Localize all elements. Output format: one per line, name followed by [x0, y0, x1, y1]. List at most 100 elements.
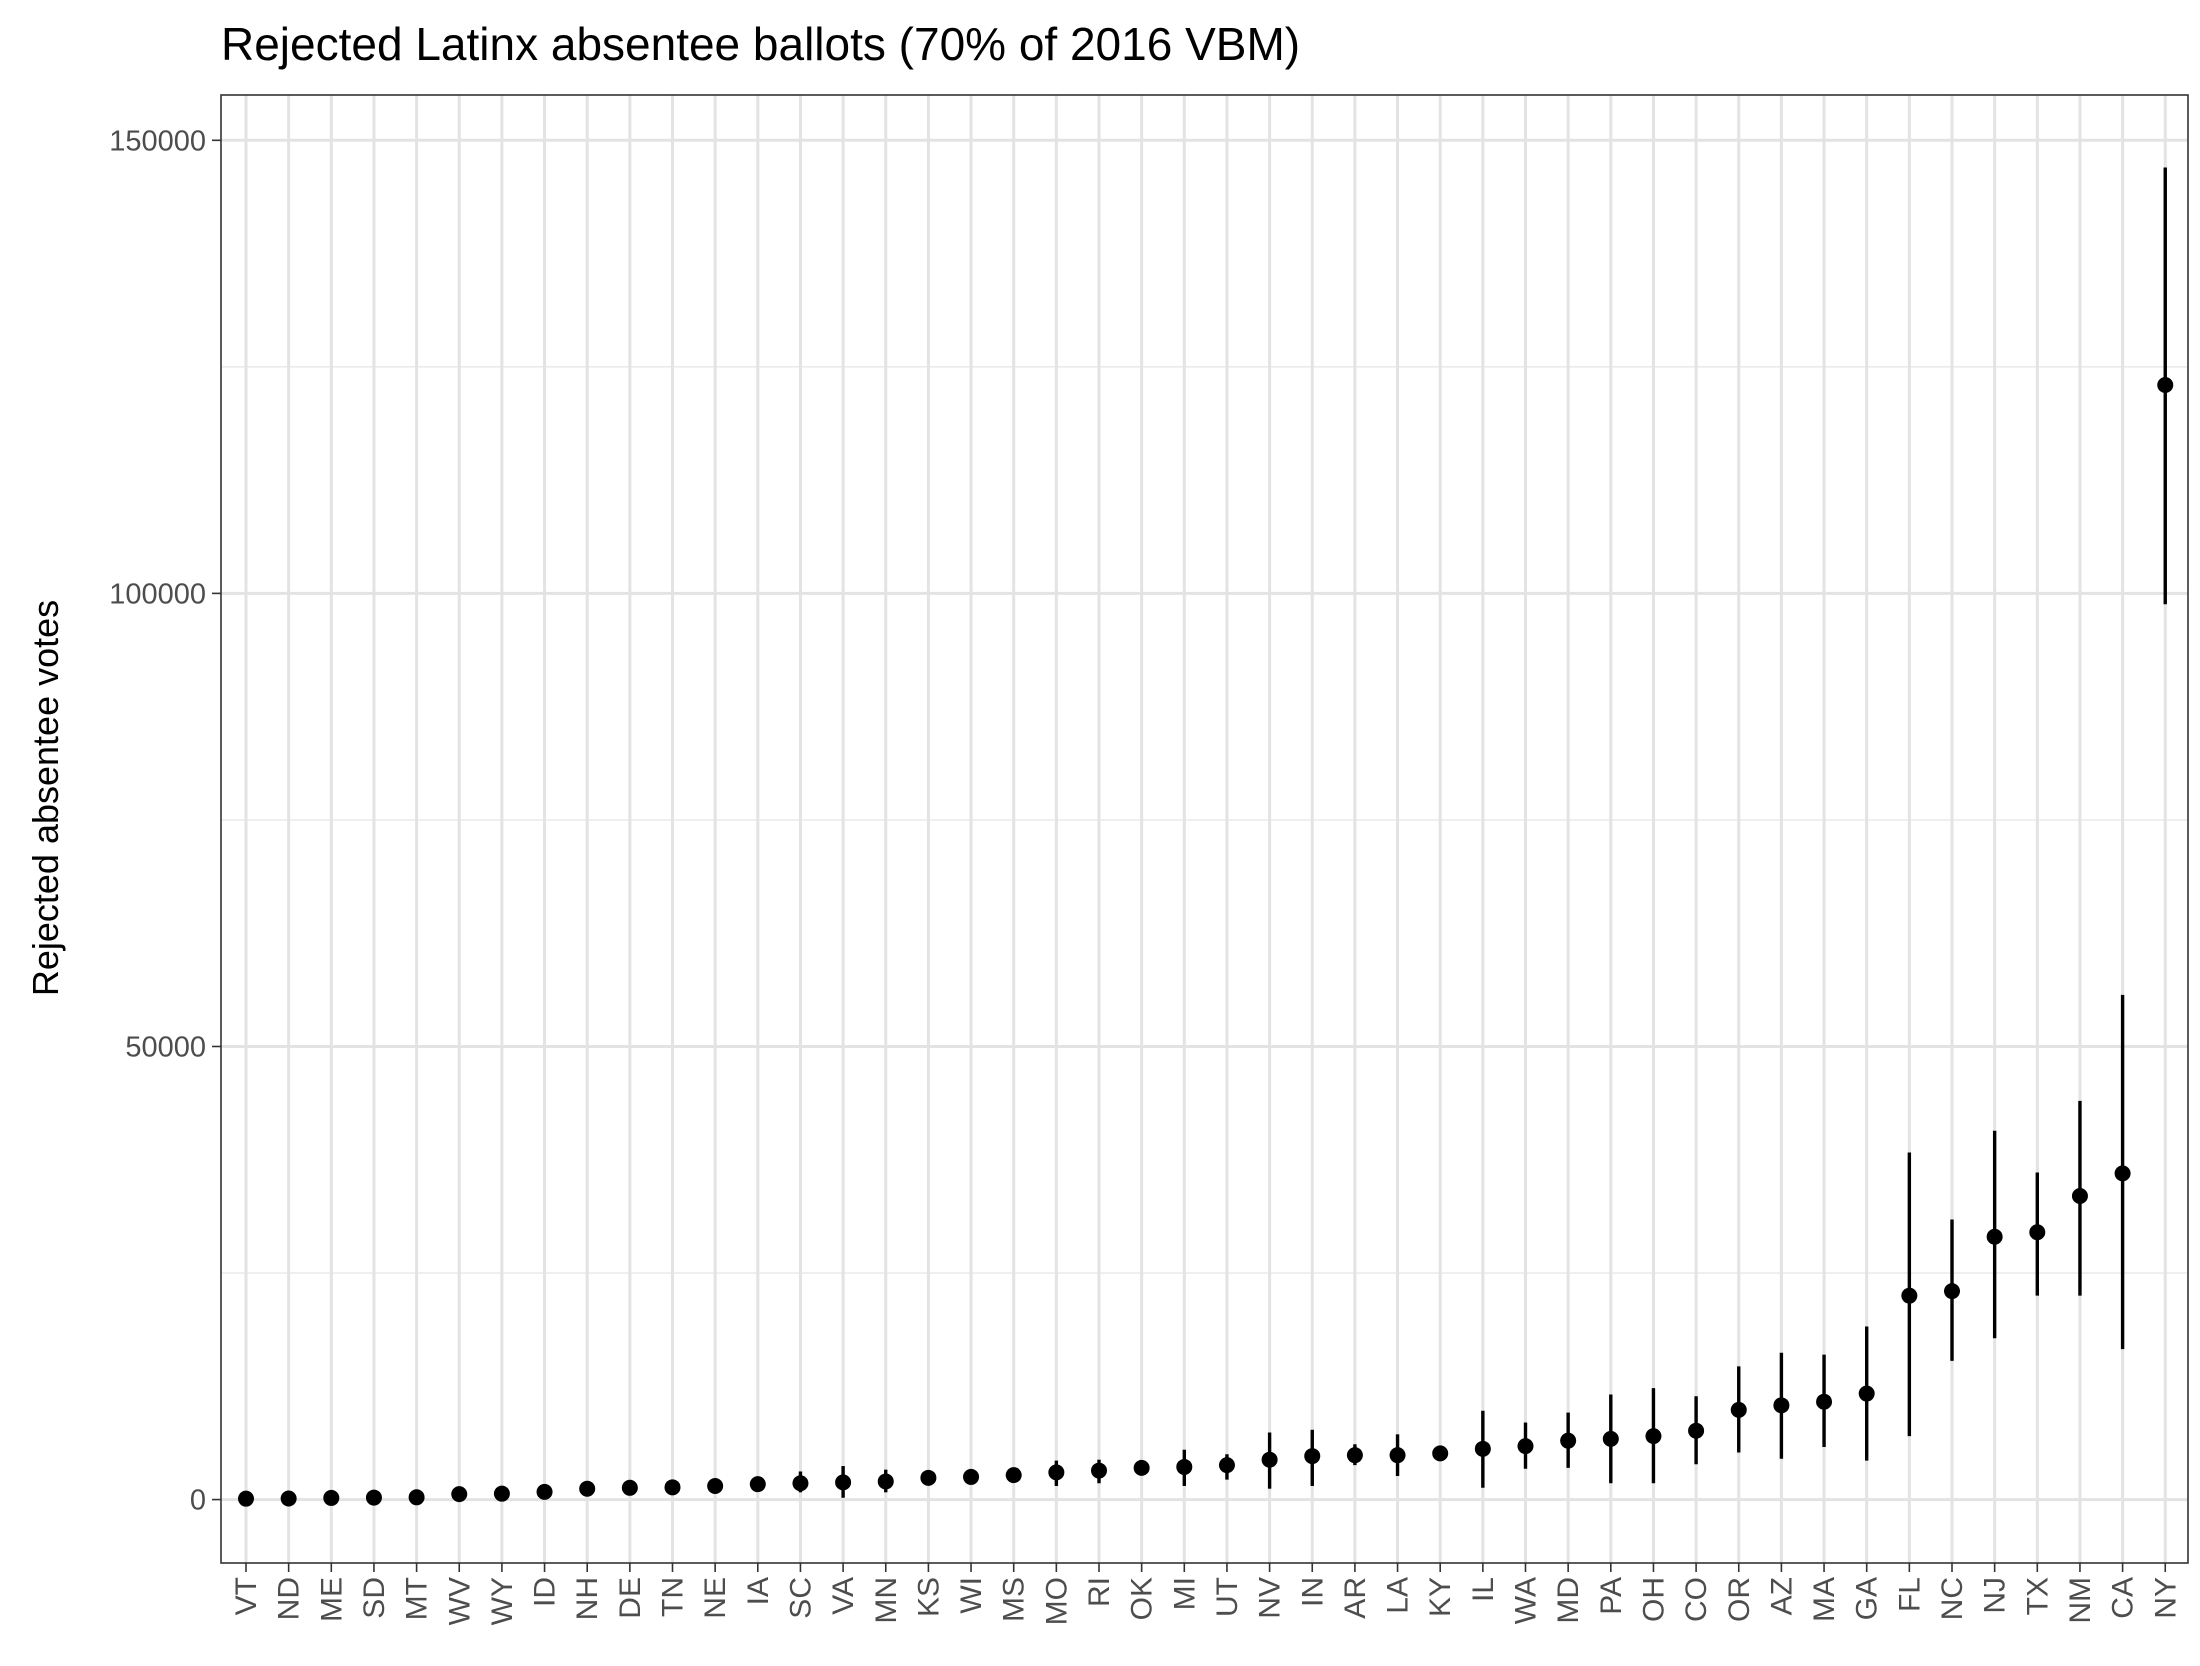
point-ia	[749, 1476, 766, 1493]
plot-border	[220, 94, 2189, 1564]
x-tick-label-ri: RI	[1083, 1577, 1116, 1607]
x-tick-label-mi: MI	[1168, 1577, 1201, 1610]
x-tick-label-sc: SC	[784, 1577, 817, 1619]
point-nj	[1986, 1228, 2003, 1245]
point-co	[1688, 1422, 1705, 1439]
x-tick-label-az: AZ	[1765, 1577, 1798, 1615]
y-tick-label: 100000	[109, 578, 206, 610]
point-vt	[238, 1490, 254, 1507]
x-tick-label-ok: OK	[1126, 1577, 1159, 1620]
point-md	[1560, 1432, 1577, 1449]
x-tick-label-mt: MT	[401, 1577, 434, 1620]
point-nd	[280, 1490, 297, 1507]
y-tick-label: 0	[190, 1485, 206, 1517]
point-mn	[877, 1473, 894, 1490]
point-sc	[792, 1475, 809, 1492]
point-oh	[1645, 1428, 1662, 1445]
x-tick-label-ma: MA	[1808, 1577, 1841, 1622]
point-de	[621, 1479, 638, 1496]
point-tn	[664, 1479, 681, 1496]
x-tick-label-ca: CA	[2107, 1577, 2140, 1619]
x-tick-label-ne: NE	[699, 1577, 732, 1619]
x-tick-label-il: IL	[1467, 1577, 1500, 1602]
x-tick-label-md: MD	[1552, 1577, 1585, 1624]
point-mo	[1048, 1464, 1065, 1481]
data-points	[238, 376, 2174, 1507]
y-tick-label: 150000	[109, 125, 206, 157]
x-tick-label-tx: TX	[2021, 1577, 2054, 1615]
point-wv	[451, 1486, 468, 1503]
x-tick-label-nj: NJ	[1979, 1577, 2012, 1614]
point-ky	[1432, 1445, 1449, 1462]
x-tick-label-mo: MO	[1040, 1577, 1073, 1625]
x-tick-label-pa: PA	[1595, 1577, 1628, 1615]
x-tick-label-nh: NH	[571, 1577, 604, 1620]
point-or	[1730, 1401, 1747, 1418]
point-tx	[2029, 1224, 2046, 1241]
x-tick-label-nm: NM	[2064, 1577, 2097, 1624]
point-mt	[408, 1489, 425, 1506]
x-tick-label-fl: FL	[1893, 1577, 1926, 1612]
x-tick-label-ar: AR	[1339, 1577, 1372, 1619]
x-tick-label-ga: GA	[1851, 1577, 1884, 1620]
point-ga	[1858, 1385, 1875, 1402]
point-wa	[1517, 1438, 1534, 1455]
point-va	[835, 1474, 852, 1491]
point-ne	[707, 1477, 724, 1494]
x-tick-label-nd: ND	[273, 1577, 306, 1620]
x-tick-label-la: LA	[1382, 1577, 1415, 1614]
point-mi	[1176, 1458, 1193, 1475]
point-nm	[2071, 1188, 2088, 1204]
point-id	[536, 1483, 553, 1500]
point-wi	[963, 1468, 980, 1485]
x-tick-label-me: ME	[315, 1577, 348, 1622]
y-tick-label: 50000	[125, 1031, 206, 1063]
point-wy	[493, 1485, 510, 1502]
x-tick-label-wy: WY	[486, 1577, 519, 1625]
point-in	[1304, 1448, 1321, 1465]
point-fl	[1901, 1287, 1918, 1304]
x-tick-label-tn: TN	[657, 1577, 690, 1617]
point-ma	[1816, 1393, 1833, 1410]
x-tick-label-nc: NC	[1936, 1577, 1969, 1620]
x-tick-label-ms: MS	[998, 1577, 1031, 1622]
x-axis-ticks: VT ND ME SD MT WV WY ID NH DE TN NE IA SC VA MN KS WI MS MO…	[230, 1563, 2182, 1625]
point-az	[1773, 1397, 1790, 1414]
point-ks	[920, 1469, 937, 1486]
x-tick-label-wa: WA	[1510, 1577, 1543, 1624]
point-ut	[1218, 1457, 1235, 1474]
x-tick-label-or: OR	[1723, 1577, 1756, 1622]
point-sd	[365, 1489, 382, 1506]
point-nh	[579, 1480, 596, 1497]
x-tick-label-nv: NV	[1254, 1577, 1287, 1619]
x-tick-label-ut: UT	[1211, 1577, 1244, 1617]
y-axis-ticks: 0 50000 100000 150000	[109, 125, 221, 1517]
x-tick-label-wi: WI	[955, 1577, 988, 1614]
y-axis-label: Rejected absentee votes	[25, 600, 66, 996]
x-tick-label-de: DE	[614, 1577, 647, 1619]
point-me	[323, 1489, 340, 1506]
x-tick-label-vt: VT	[230, 1577, 263, 1615]
point-pa	[1602, 1430, 1619, 1447]
point-ms	[1005, 1467, 1022, 1484]
point-ny	[2157, 376, 2174, 393]
x-tick-label-ky: KY	[1424, 1577, 1457, 1617]
x-tick-label-sd: SD	[358, 1577, 391, 1619]
point-ri	[1091, 1462, 1107, 1479]
x-tick-label-ia: IA	[742, 1577, 775, 1605]
gridlines	[221, 95, 2188, 1563]
x-tick-label-in: IN	[1296, 1577, 1329, 1607]
chart-title: Rejected Latinx absentee ballots (70% of…	[221, 18, 1300, 70]
point-ca	[2114, 1165, 2131, 1182]
point-la	[1389, 1447, 1406, 1464]
x-tick-label-va: VA	[827, 1577, 860, 1615]
x-tick-label-ny: NY	[2149, 1577, 2182, 1619]
x-tick-label-wv: WV	[443, 1577, 476, 1625]
point-il	[1474, 1440, 1491, 1457]
point-ar	[1346, 1447, 1363, 1464]
x-tick-label-mn: MN	[870, 1577, 903, 1624]
x-tick-label-co: CO	[1680, 1577, 1713, 1622]
x-tick-label-oh: OH	[1637, 1577, 1670, 1622]
point-ok	[1133, 1459, 1150, 1476]
